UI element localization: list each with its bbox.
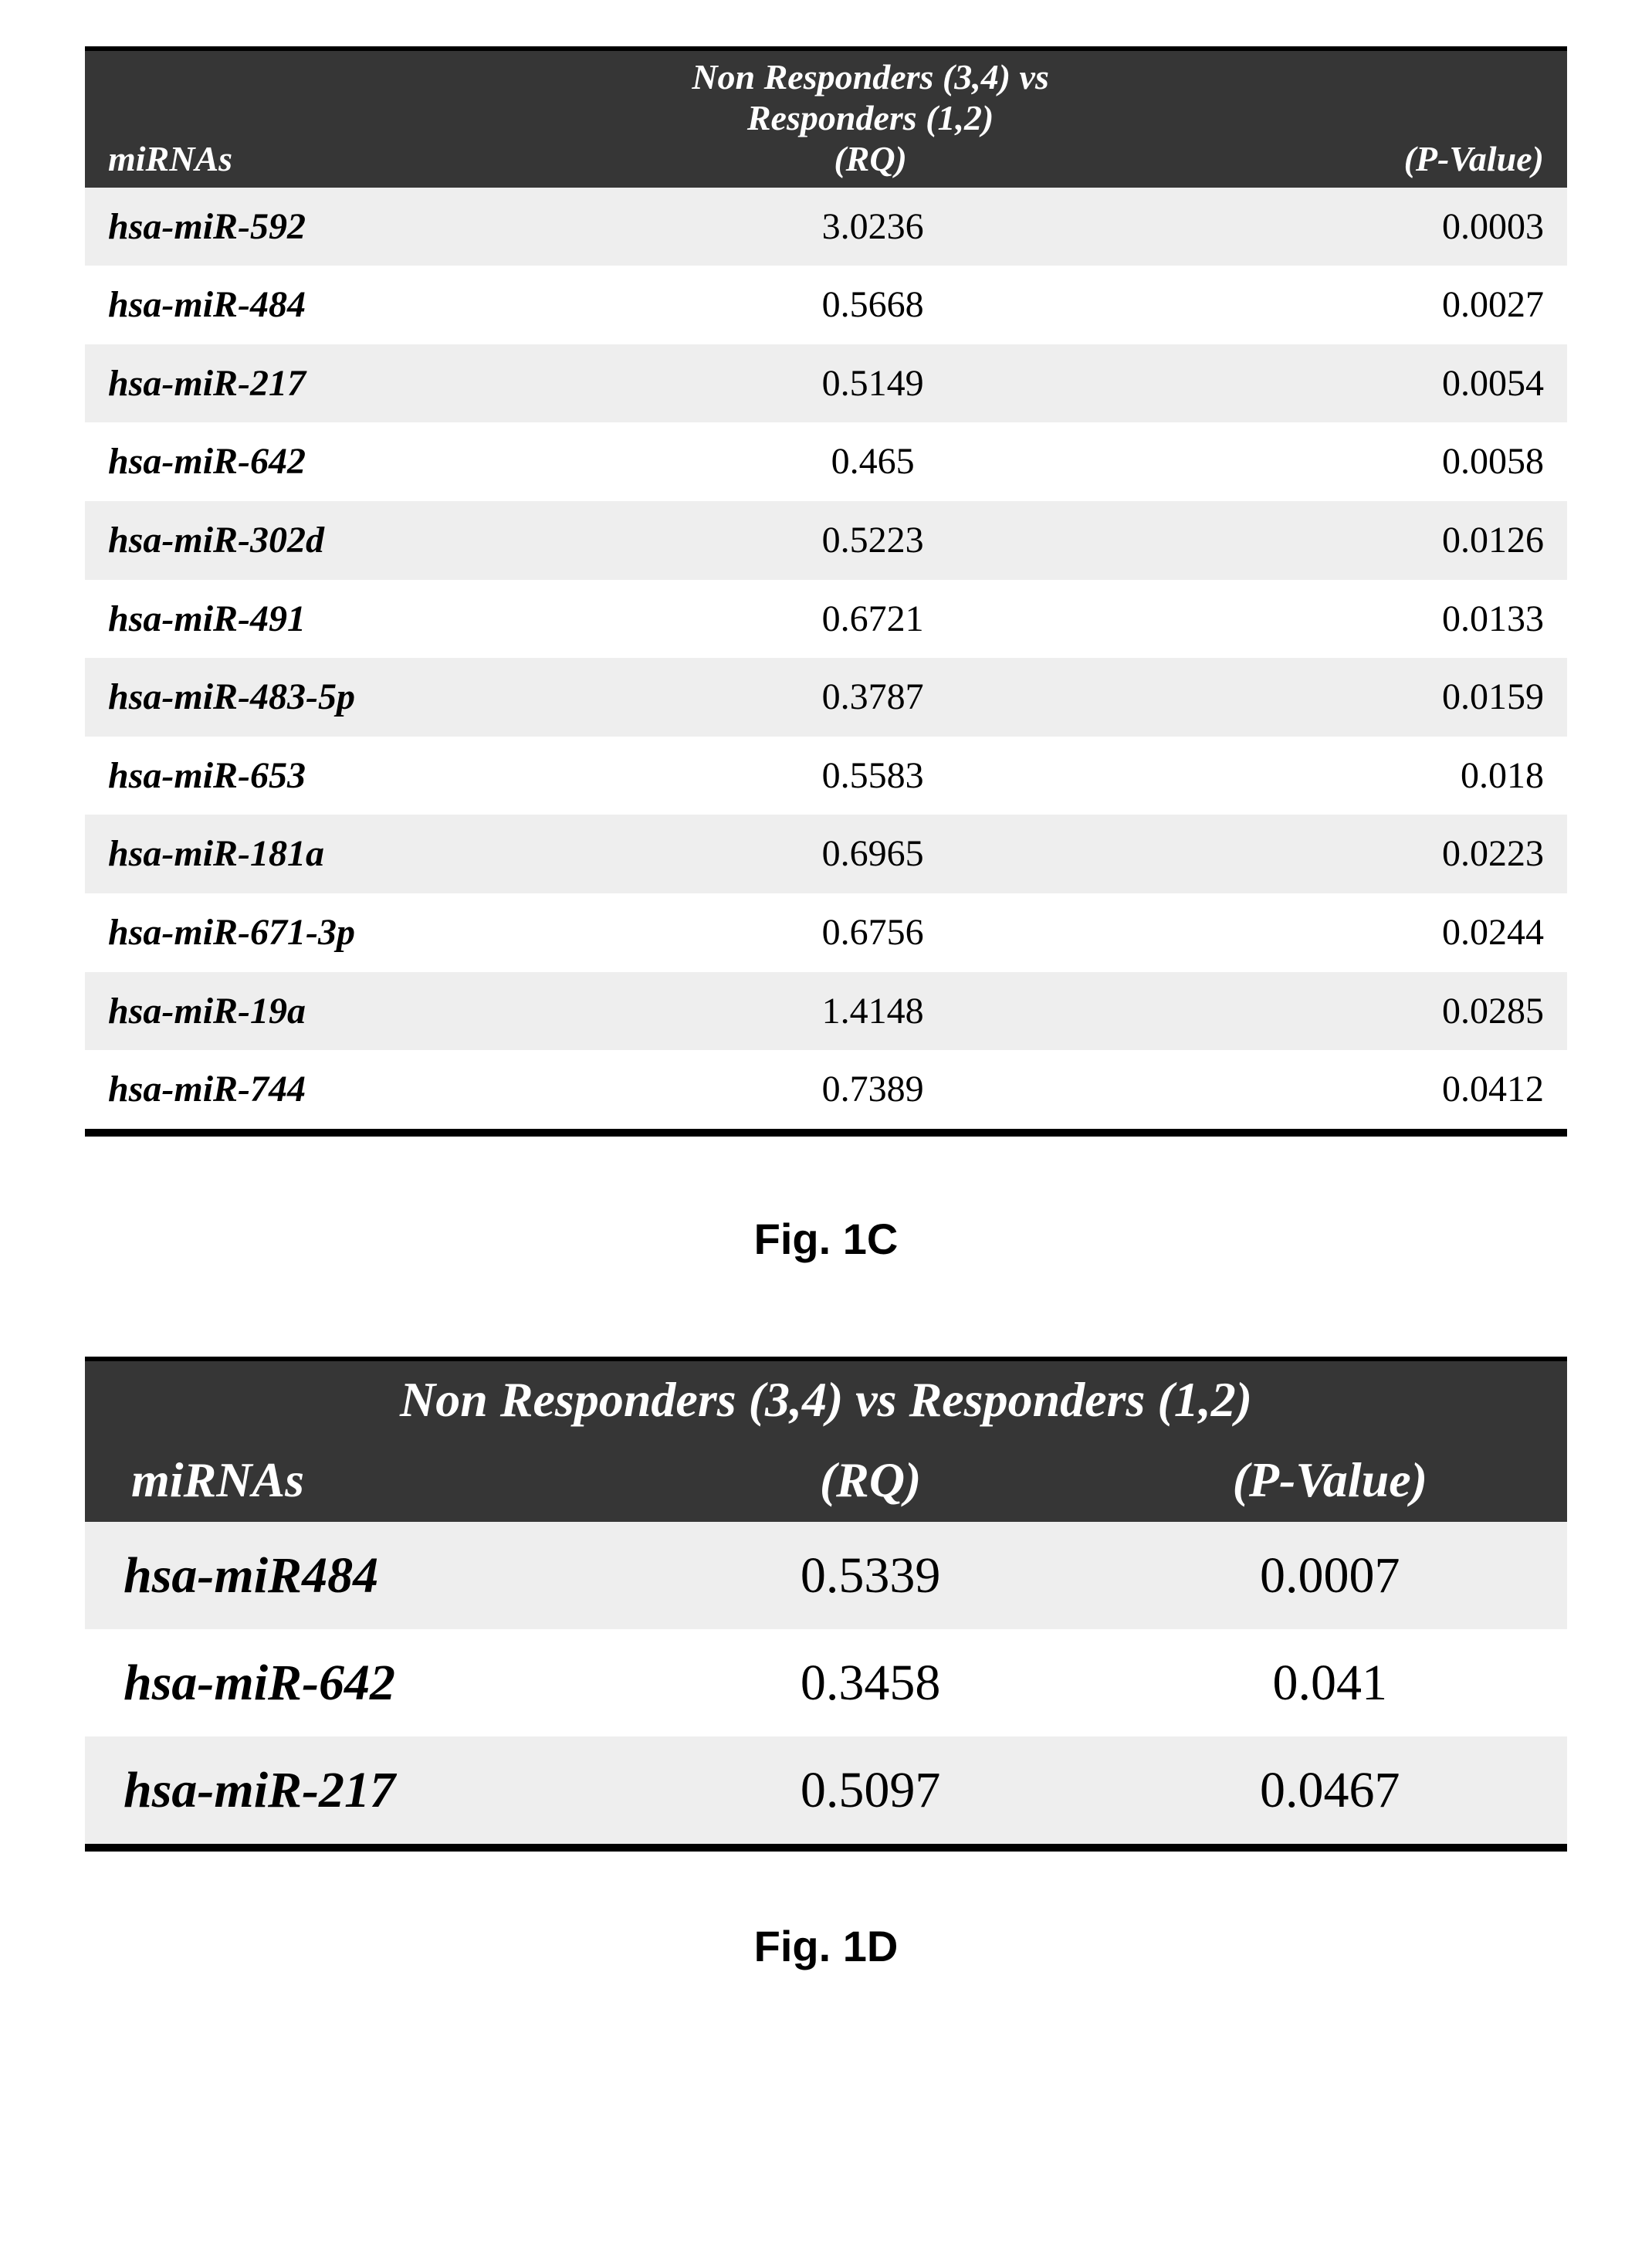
- pval-cell: 0.018: [1093, 737, 1567, 815]
- mirna-cell: hsa-miR-302d: [85, 501, 648, 580]
- pval-cell: 0.0133: [1093, 580, 1567, 659]
- fig1c-col-mirna-label: miRNAs: [108, 139, 232, 178]
- rq-cell: 0.5583: [648, 737, 1093, 815]
- mirna-cell: hsa-miR-671-3p: [85, 893, 648, 972]
- pval-cell: 0.0159: [1093, 658, 1567, 737]
- pval-cell: 0.0223: [1093, 815, 1567, 893]
- fig1d-caption: Fig. 1D: [85, 1921, 1567, 1971]
- table-row: hsa-miR-6420.34580.041: [85, 1629, 1567, 1736]
- rq-cell: 0.7389: [648, 1050, 1093, 1133]
- table-row: hsa-miR-671-3p0.67560.0244: [85, 893, 1567, 972]
- mirna-cell: hsa-miR-484: [85, 266, 648, 344]
- table-row: hsa-miR-302d0.52230.0126: [85, 501, 1567, 580]
- fig1c-body: hsa-miR-5923.02360.0003 hsa-miR-4840.566…: [85, 188, 1567, 1133]
- fig1d-col-pval-label: (P-Value): [1093, 1442, 1567, 1522]
- rq-cell: 0.5339: [648, 1522, 1093, 1629]
- mirna-cell: hsa-miR-217: [85, 344, 648, 423]
- fig1c-table-wrap: miRNAs Non Responders (3,4) vs Responder…: [85, 46, 1567, 1137]
- table-row: hsa-miR-181a0.69650.0223: [85, 815, 1567, 893]
- rq-cell: 0.5668: [648, 266, 1093, 344]
- pval-cell: 0.0007: [1093, 1522, 1567, 1629]
- pval-cell: 0.0244: [1093, 893, 1567, 972]
- rq-cell: 0.6721: [648, 580, 1093, 659]
- pval-cell: 0.0027: [1093, 266, 1567, 344]
- mirna-cell: hsa-miR484: [85, 1522, 648, 1629]
- rq-cell: 3.0236: [648, 188, 1093, 266]
- fig1d-body: hsa-miR4840.53390.0007 hsa-miR-6420.3458…: [85, 1522, 1567, 1848]
- fig1c-header-title: Non Responders (3,4) vs Responders (1,2): [667, 57, 1075, 139]
- mirna-cell: hsa-miR-592: [85, 188, 648, 266]
- fig1c-header: miRNAs Non Responders (3,4) vs Responder…: [85, 49, 1567, 188]
- rq-cell: 0.3787: [648, 658, 1093, 737]
- pval-cell: 0.0412: [1093, 1050, 1567, 1133]
- mirna-cell: hsa-miR-19a: [85, 972, 648, 1051]
- mirna-cell: hsa-miR-642: [85, 422, 648, 501]
- table-row: hsa-miR-2170.50970.0467: [85, 1736, 1567, 1848]
- mirna-cell: hsa-miR-483-5p: [85, 658, 648, 737]
- fig1d-header-title: Non Responders (3,4) vs Responders (1,2): [85, 1359, 1567, 1442]
- rq-cell: 1.4148: [648, 972, 1093, 1051]
- fig1c-col-mirna-header: miRNAs: [85, 49, 648, 188]
- rq-cell: 0.5097: [648, 1736, 1093, 1848]
- table-row: hsa-miR-483-5p0.37870.0159: [85, 658, 1567, 737]
- pval-cell: 0.0285: [1093, 972, 1567, 1051]
- rq-cell: 0.465: [648, 422, 1093, 501]
- mirna-cell: hsa-miR-217: [85, 1736, 648, 1848]
- table-row: hsa-miR-19a1.41480.0285: [85, 972, 1567, 1051]
- pval-cell: 0.0003: [1093, 188, 1567, 266]
- mirna-cell: hsa-miR-491: [85, 580, 648, 659]
- fig1d-header: Non Responders (3,4) vs Responders (1,2)…: [85, 1359, 1567, 1522]
- pval-cell: 0.0054: [1093, 344, 1567, 423]
- rq-cell: 0.6756: [648, 893, 1093, 972]
- fig1c-table: miRNAs Non Responders (3,4) vs Responder…: [85, 46, 1567, 1137]
- table-row: hsa-miR-6530.55830.018: [85, 737, 1567, 815]
- fig1c-caption: Fig. 1C: [85, 1214, 1567, 1264]
- table-row: hsa-miR-7440.73890.0412: [85, 1050, 1567, 1133]
- fig1c-col-pval-label: (P-Value): [1404, 139, 1544, 178]
- fig1d-col-rq-label: (RQ): [648, 1442, 1093, 1522]
- table-row: hsa-miR-4840.56680.0027: [85, 266, 1567, 344]
- mirna-cell: hsa-miR-181a: [85, 815, 648, 893]
- fig1d-col-mirna-label: miRNAs: [85, 1442, 648, 1522]
- pval-cell: 0.0126: [1093, 501, 1567, 580]
- pval-cell: 0.0058: [1093, 422, 1567, 501]
- rq-cell: 0.3458: [648, 1629, 1093, 1736]
- rq-cell: 0.5223: [648, 501, 1093, 580]
- table-row: hsa-miR-4910.67210.0133: [85, 580, 1567, 659]
- mirna-cell: hsa-miR-642: [85, 1629, 648, 1736]
- rq-cell: 0.5149: [648, 344, 1093, 423]
- fig1c-col-rq-header: Non Responders (3,4) vs Responders (1,2)…: [648, 49, 1093, 188]
- table-row: hsa-miR-6420.4650.0058: [85, 422, 1567, 501]
- table-row: hsa-miR-5923.02360.0003: [85, 188, 1567, 266]
- pval-cell: 0.041: [1093, 1629, 1567, 1736]
- mirna-cell: hsa-miR-744: [85, 1050, 648, 1133]
- fig1d-table-wrap: Non Responders (3,4) vs Responders (1,2)…: [85, 1357, 1567, 1852]
- table-row: hsa-miR4840.53390.0007: [85, 1522, 1567, 1629]
- fig1d-table: Non Responders (3,4) vs Responders (1,2)…: [85, 1357, 1567, 1852]
- pval-cell: 0.0467: [1093, 1736, 1567, 1848]
- table-row: hsa-miR-2170.51490.0054: [85, 344, 1567, 423]
- page: miRNAs Non Responders (3,4) vs Responder…: [0, 0, 1652, 2243]
- fig1c-col-pval-header: (P-Value): [1093, 49, 1567, 188]
- rq-cell: 0.6965: [648, 815, 1093, 893]
- fig1c-col-rq-label: (RQ): [667, 139, 1075, 180]
- mirna-cell: hsa-miR-653: [85, 737, 648, 815]
